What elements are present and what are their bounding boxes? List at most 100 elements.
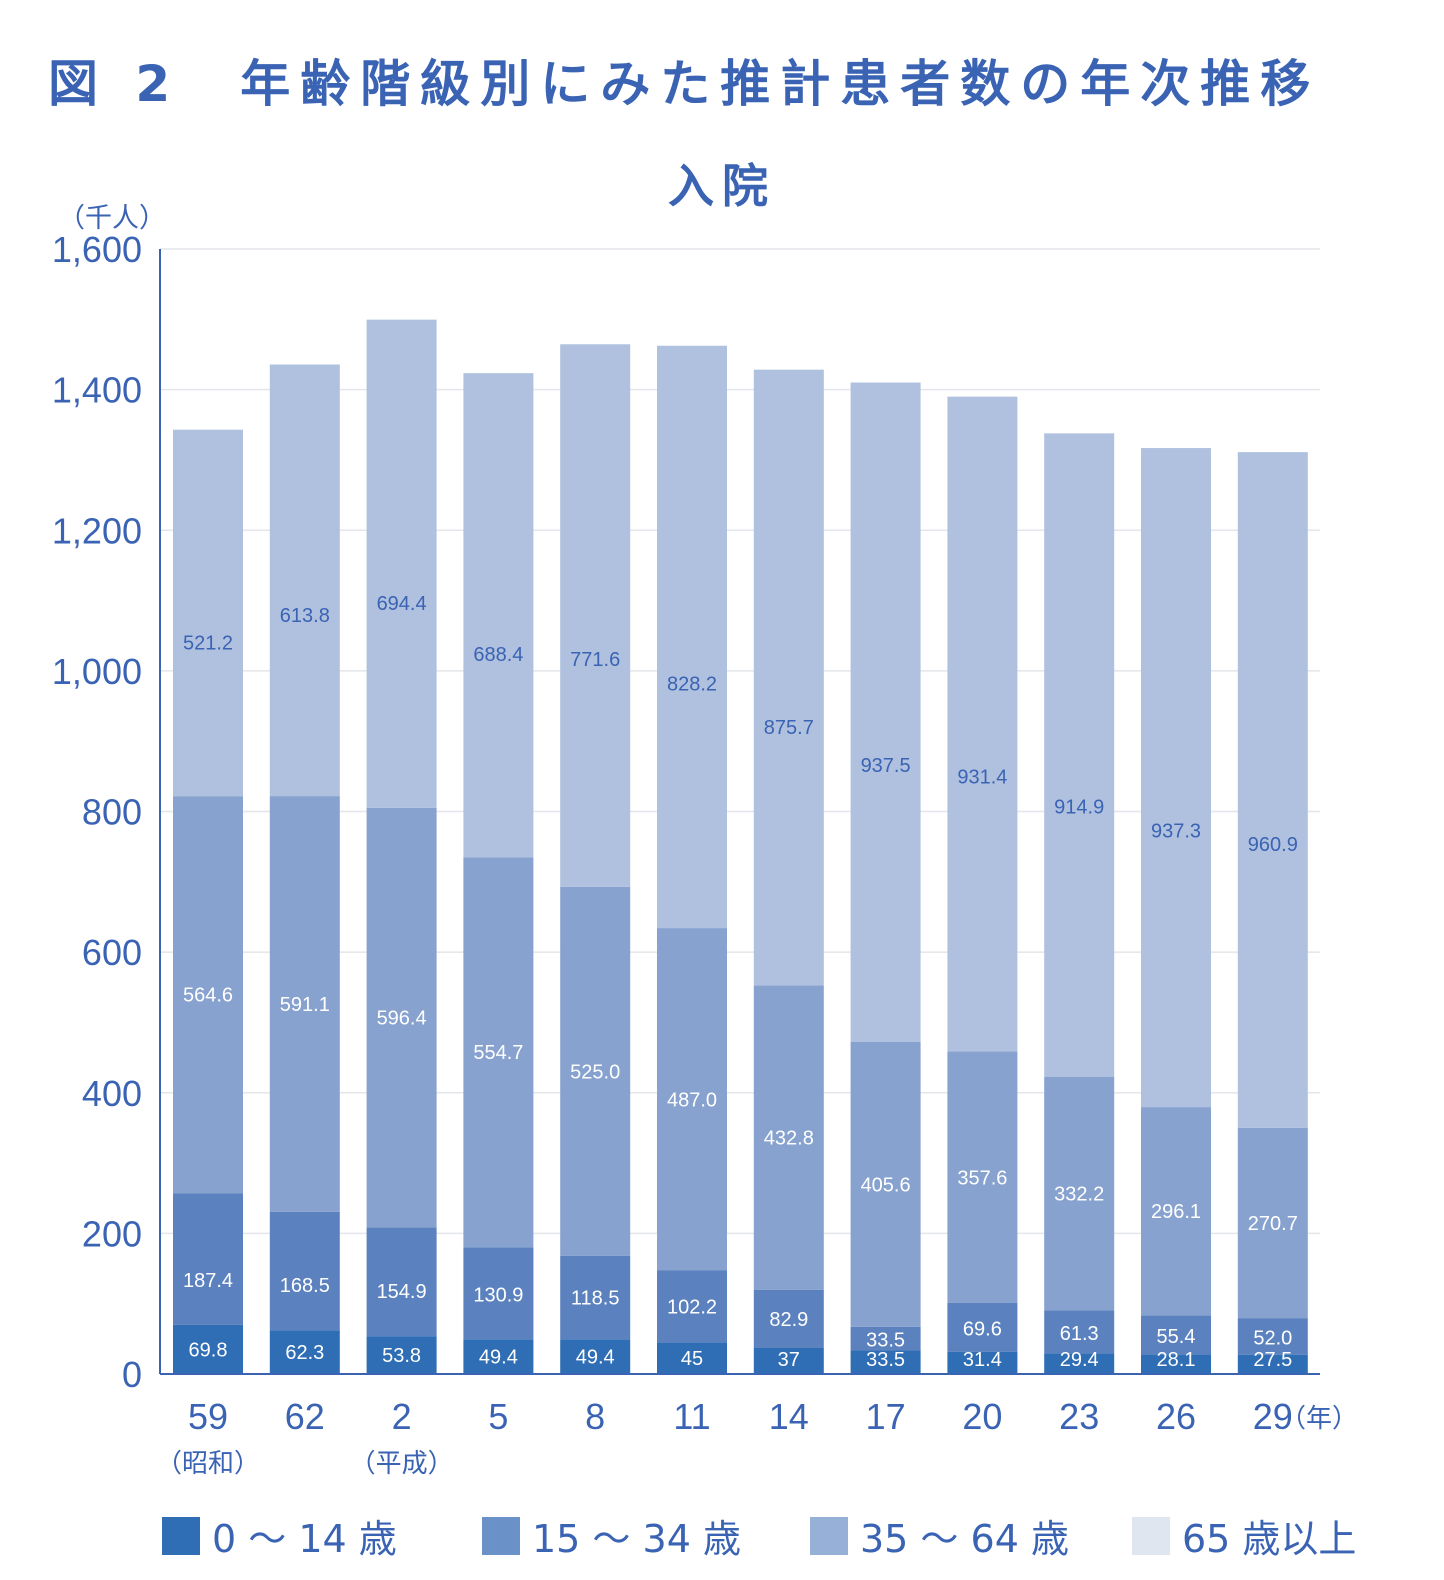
bar-segment	[850, 1326, 921, 1351]
era-label: （昭和）	[156, 1449, 260, 1479]
data-label: 33.5	[866, 1349, 905, 1371]
data-label: 564.6	[183, 985, 233, 1007]
x-tick-label: 5	[488, 1396, 508, 1437]
y-tick-label: 1,400	[52, 370, 142, 411]
data-label: 332.2	[1054, 1183, 1104, 1205]
legend-swatch	[162, 1516, 200, 1555]
bar-segment	[560, 886, 631, 1256]
bar-segment	[1044, 433, 1115, 1077]
data-labels: 69.8 187.4 564.6 521.2 62.3 168.5 591.1 613.8 53…	[183, 593, 1298, 1371]
y-tick-label: 600	[82, 932, 142, 973]
bar-segment	[463, 857, 534, 1248]
bar-segment	[173, 1324, 243, 1374]
data-label: 270.7	[1248, 1213, 1298, 1235]
bar-segment	[366, 1227, 437, 1337]
data-label: 688.4	[473, 644, 523, 666]
data-label: 69.6	[963, 1318, 1002, 1340]
y-axis-unit-label: （千人）	[58, 203, 166, 234]
legend-item: 35 ～ 64 歳	[810, 1508, 1069, 1563]
legend-item: 15 ～ 34 歳	[482, 1508, 741, 1563]
y-tick-label: 800	[82, 792, 142, 833]
data-label: 613.8	[280, 605, 330, 627]
data-label: 187.4	[183, 1270, 233, 1292]
bar-segment	[1237, 452, 1308, 1128]
bar-segment	[753, 1347, 824, 1374]
y-tick-labels: 0 200 400 600 800 1,000 1,200 1,400 1,600	[52, 229, 142, 1395]
bar-segment	[1141, 1107, 1211, 1316]
bar-segment	[1044, 1353, 1115, 1374]
data-label: 62.3	[285, 1342, 324, 1364]
data-label: 49.4	[479, 1347, 518, 1369]
data-label: 554.7	[473, 1042, 523, 1064]
x-tick-label: 2	[392, 1396, 412, 1437]
legend-item: 0 ～ 14 歳	[162, 1508, 397, 1563]
legend-label: 35 ～ 64 歳	[860, 1517, 1069, 1561]
bar-segment	[366, 1336, 437, 1374]
bar-segment	[1044, 1076, 1115, 1311]
x-axis-unit-label: （年）	[1280, 1404, 1358, 1434]
bar-segment	[560, 344, 631, 887]
data-label: 118.5	[571, 1288, 620, 1310]
bar-segment	[1141, 1315, 1211, 1355]
data-label: 937.3	[1151, 820, 1201, 842]
data-label: 27.5	[1253, 1349, 1292, 1371]
bar-segment	[657, 345, 727, 929]
legend-swatch	[810, 1516, 848, 1555]
bar-segment	[1044, 1310, 1115, 1354]
y-tick-label: 0	[122, 1354, 142, 1395]
bar-segment	[753, 369, 824, 986]
data-label: 828.2	[667, 674, 717, 696]
x-tick-label: 8	[585, 1396, 605, 1437]
y-tick-label: 1,200	[52, 510, 142, 551]
axes	[159, 249, 1320, 1375]
legend: 0 ～ 14 歳 15 ～ 34 歳 35 ～ 64 歳 65 歳以上	[0, 1508, 1444, 1561]
data-label: 931.4	[957, 766, 1007, 788]
data-label: 168.5	[280, 1275, 330, 1297]
data-label: 521.2	[183, 632, 233, 654]
bar-segment	[657, 1270, 727, 1343]
legend-label: 0 ～ 14 歳	[212, 1517, 397, 1561]
data-label: 28.1	[1157, 1349, 1196, 1371]
data-label: 102.2	[667, 1296, 717, 1318]
bar-segment	[269, 796, 340, 1212]
legend-label: 65 歳以上	[1182, 1517, 1357, 1561]
legend-swatch	[1132, 1516, 1170, 1555]
x-tick-labels: 59 62 2 5 8 11 14 17 20 23 26 29 （昭和） （平成） （年）	[156, 1396, 1358, 1479]
data-label: 52.0	[1253, 1327, 1292, 1349]
data-label: 31.4	[963, 1349, 1002, 1371]
x-tick-label: 62	[285, 1396, 325, 1437]
bar-segment	[463, 1339, 534, 1374]
data-label: 296.1	[1151, 1201, 1201, 1223]
gridlines	[160, 248, 1320, 1235]
y-tick-label: 1,000	[52, 651, 142, 692]
data-label: 525.0	[570, 1061, 620, 1083]
bar-segment	[269, 364, 340, 797]
x-tick-label: 11	[673, 1396, 710, 1437]
data-label: 82.9	[769, 1309, 808, 1331]
x-tick-label: 17	[866, 1396, 906, 1437]
legend-item: 65 歳以上	[1132, 1508, 1356, 1563]
x-tick-label: 23	[1059, 1396, 1099, 1437]
bar-segment	[1141, 1354, 1211, 1374]
x-tick-label: 59	[188, 1396, 228, 1437]
bar-segment	[657, 1342, 727, 1374]
x-tick-label: 29	[1253, 1396, 1293, 1437]
data-label: 33.5	[866, 1330, 905, 1352]
data-label: 357.6	[957, 1167, 1007, 1189]
bar-segment	[1141, 448, 1211, 1108]
data-label: 130.9	[473, 1284, 523, 1306]
data-label: 154.9	[377, 1281, 427, 1303]
bar-segment	[1237, 1127, 1308, 1319]
bar-segment	[366, 319, 437, 808]
bar-segment	[1237, 1354, 1308, 1374]
bar-segment	[947, 396, 1018, 1052]
bar-segment	[850, 1350, 921, 1374]
era-label: （平成）	[350, 1449, 454, 1479]
data-label: 55.4	[1157, 1326, 1196, 1348]
data-label: 432.8	[764, 1128, 814, 1150]
bar-segment	[173, 796, 243, 1194]
data-label: 61.3	[1060, 1323, 1099, 1345]
data-label: 960.9	[1248, 834, 1298, 856]
data-label: 937.5	[861, 755, 911, 777]
data-label: 694.4	[377, 593, 427, 615]
